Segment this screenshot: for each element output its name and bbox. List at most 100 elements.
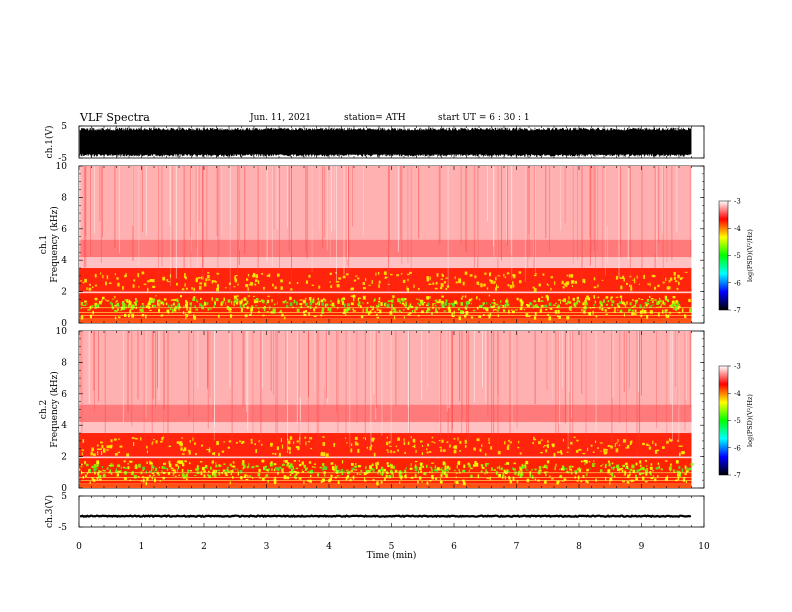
- spec-speckle: [412, 438, 414, 442]
- spec-speckle: [299, 463, 302, 467]
- spec-speckle: [516, 309, 518, 311]
- spec-speckle: [418, 476, 422, 480]
- spec-speckle: [666, 315, 670, 318]
- spec-speckle: [126, 299, 129, 303]
- spec-speckle: [405, 301, 407, 306]
- spec-speckle: [586, 295, 589, 300]
- spec-speckle: [391, 303, 393, 308]
- spec-speckle: [424, 472, 427, 476]
- spec-speckle: [305, 441, 307, 446]
- spec-streak: [347, 166, 348, 260]
- spec-streak: [497, 331, 499, 454]
- spec-speckle: [458, 308, 460, 310]
- spec-speckle: [634, 280, 636, 284]
- spec-speckle: [542, 273, 545, 276]
- spec-speckle: [615, 448, 619, 453]
- spec-speckle: [337, 298, 339, 302]
- spec-streak: [296, 331, 298, 425]
- spec-speckle: [165, 302, 168, 306]
- spec-speckle: [646, 443, 649, 446]
- spec-speckle: [532, 286, 535, 289]
- spec-speckle: [480, 464, 484, 467]
- spec-speckle: [322, 467, 324, 472]
- spec-speckle: [402, 279, 406, 283]
- spec-speckle: [428, 308, 431, 311]
- spec-speckle: [620, 285, 623, 290]
- spec-speckle: [143, 283, 147, 285]
- spec-streak: [685, 331, 687, 401]
- spec-speckle: [253, 272, 256, 277]
- spec-streak: [493, 166, 494, 247]
- spec-streak: [597, 166, 598, 251]
- spec-streak: [152, 331, 154, 400]
- spec-streak: [497, 331, 499, 396]
- spec-speckle: [614, 307, 616, 311]
- spec-speckle: [420, 470, 422, 473]
- spec-streak: [407, 331, 409, 408]
- spec-streak: [285, 331, 286, 403]
- spec-speckle: [395, 445, 397, 448]
- spec-speckle: [239, 300, 243, 305]
- spec-speckle: [372, 437, 375, 440]
- spec-speckle: [153, 305, 156, 308]
- spec-streak: [509, 331, 511, 453]
- spec-speckle: [600, 465, 603, 467]
- spec-speckle: [127, 463, 129, 465]
- spec-speckle: [385, 474, 388, 479]
- spec-speckle: [378, 297, 381, 301]
- spec-speckle: [431, 474, 434, 479]
- spec-speckle: [638, 298, 641, 300]
- spec-streak: [163, 331, 165, 444]
- spec-speckle: [288, 465, 291, 469]
- spec-speckle: [155, 467, 158, 472]
- spec-streak: [184, 166, 186, 270]
- spec-speckle: [516, 480, 519, 483]
- spec-speckle: [445, 277, 448, 279]
- spec-speckle: [532, 304, 534, 309]
- spec-speckle: [603, 452, 607, 455]
- spec-speckle: [246, 278, 249, 281]
- spec-speckle: [458, 278, 462, 282]
- spec-speckle: [631, 306, 634, 308]
- spec-streak: [169, 166, 171, 226]
- spec-speckle: [211, 297, 213, 301]
- spec-speckle: [115, 310, 119, 312]
- spec-speckle: [399, 481, 401, 484]
- spec-speckle: [436, 470, 439, 472]
- spec-speckle: [558, 315, 561, 319]
- spec-streak: [567, 331, 569, 450]
- spec-speckle: [285, 299, 287, 303]
- spec-speckle: [243, 464, 246, 469]
- spec-speckle: [176, 468, 178, 473]
- spec-speckle: [386, 449, 389, 451]
- spec-speckle: [314, 466, 316, 469]
- spec-speckle: [629, 284, 632, 287]
- spec-streak: [273, 166, 275, 229]
- spec-speckle: [125, 273, 127, 277]
- spec-speckle: [240, 308, 243, 312]
- spec-speckle: [229, 463, 232, 467]
- spec-speckle: [566, 281, 570, 285]
- spec-speckle: [488, 437, 490, 442]
- spec-speckle: [403, 298, 407, 301]
- spec-speckle: [273, 303, 276, 306]
- spec-speckle: [117, 464, 121, 468]
- spec-streak: [247, 331, 249, 431]
- spec-speckle: [140, 305, 142, 308]
- spec-speckle: [419, 462, 423, 465]
- spec-line: [79, 307, 692, 309]
- spec-streak: [270, 331, 272, 392]
- spec-speckle: [620, 277, 622, 279]
- spec-speckle: [681, 468, 684, 473]
- spec-streak: [90, 166, 91, 257]
- spec-streak: [440, 331, 442, 445]
- spec-speckle: [267, 480, 269, 483]
- spec-speckle: [669, 311, 671, 315]
- spec-speckle: [394, 315, 396, 320]
- spec-streak: [238, 166, 240, 265]
- spec-speckle: [635, 477, 638, 481]
- spec-speckle: [569, 306, 572, 311]
- spec-speckle: [605, 313, 608, 315]
- spec-speckle: [236, 441, 238, 444]
- spec-streak: [389, 166, 390, 242]
